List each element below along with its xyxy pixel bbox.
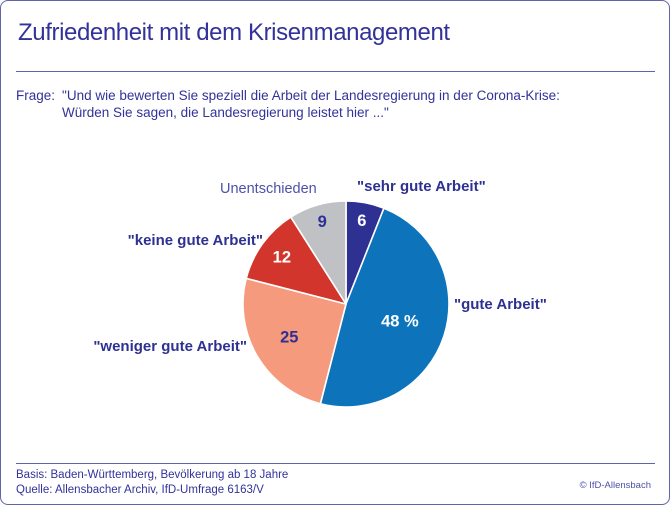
pie-chart: 6 48 % 25 12 9	[242, 200, 450, 408]
footer-notes: Basis: Baden-Württemberg, Bevölkerung ab…	[16, 468, 288, 498]
pie-value-label-0: 6	[357, 212, 366, 230]
pie-value-label-4: 9	[318, 213, 327, 231]
label-sehr-gute-arbeit: "sehr gute Arbeit"	[357, 178, 486, 195]
pie-value-label-3: 12	[273, 248, 291, 266]
page-title: Zufriedenheit mit dem Krisenmanagement	[18, 19, 450, 46]
pie-value-label-2: 25	[280, 329, 298, 347]
source-note: Quelle: Allensbacher Archiv, IfD-Umfrage…	[16, 484, 264, 496]
survey-question: Frage: "Und wie bewerten Sie speziell di…	[16, 87, 560, 121]
label-keine-gute-arbeit: "keine gute Arbeit"	[127, 232, 263, 249]
pie-slice-4	[290, 200, 347, 305]
label-unentschieden: Unentschieden	[220, 181, 317, 197]
pie-slice-1	[319, 207, 450, 408]
pie-chart-area: 6 48 % 25 12 9 "sehr gute Arbeit" "gute Arbe…	[1, 141, 669, 451]
basis-note: Basis: Baden-Württemberg, Bevölkerung ab…	[16, 469, 289, 481]
title-divider	[16, 71, 655, 72]
pie-slice-3	[245, 216, 347, 305]
question-line-2: Würden Sie sagen, die Landesregierung le…	[62, 105, 389, 120]
question-text: "Und wie bewerten Sie speziell die Arbei…	[62, 87, 560, 121]
footer-divider	[16, 463, 655, 464]
label-gute-arbeit: "gute Arbeit"	[454, 296, 547, 313]
copyright-note: © IfD-Allensbach	[579, 480, 651, 491]
pie-slice-2	[242, 277, 347, 405]
label-weniger-gute-arbeit: "weniger gute Arbeit"	[93, 338, 247, 355]
question-line-1: "Und wie bewerten Sie speziell die Arbei…	[62, 88, 560, 103]
question-label: Frage:	[16, 88, 56, 103]
pie-value-label-1: 48 %	[381, 313, 419, 331]
